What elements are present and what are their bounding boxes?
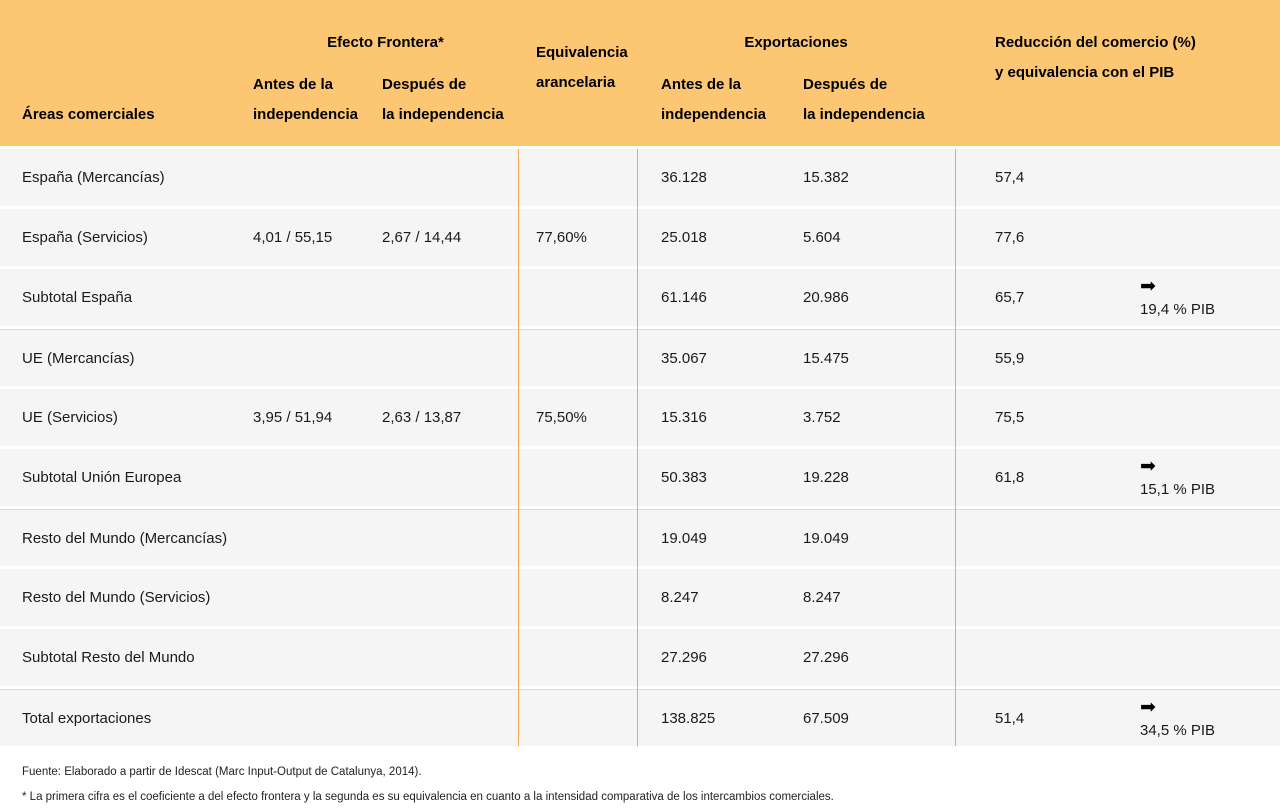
pib-value: 15,1 % PIB: [1140, 481, 1216, 499]
cell-area: Subtotal España: [22, 289, 133, 306]
cell-efecto-antes: 3,95 / 51,94: [253, 409, 333, 426]
cell-efecto-despues: 2,63 / 13,87: [382, 409, 462, 426]
cell-area: Total exportaciones: [22, 709, 152, 727]
col-header-areas-comerciales: Áreas comerciales: [22, 106, 155, 123]
cell-reduccion: 77,6: [995, 229, 1025, 246]
table-body: España (Mercancías) 36.128 15.382 57,4 E…: [0, 149, 1280, 746]
cell-export-antes: 138.825: [661, 709, 716, 727]
table-row-subtotal-ue: Subtotal Unión Europea 50.383 19.228 61,…: [0, 449, 1280, 506]
col-header-line: Después de: [382, 76, 467, 93]
col-header-line: Reducción del comercio (%): [995, 34, 1196, 51]
table-row-subtotal-resto: Subtotal Resto del Mundo 27.296 27.296: [0, 629, 1280, 686]
arrow-right-icon: ➡: [1140, 456, 1156, 478]
table-row-ue-servicios: UE (Servicios) 3,95 / 51,94 2,63 / 13,87…: [0, 389, 1280, 446]
col-header-export-antes: Antes de la independencia: [637, 70, 803, 130]
table-row-resto-servicios: Resto del Mundo (Servicios) 8.247 8.247: [0, 569, 1280, 626]
cell-reduccion: 57,4: [995, 169, 1025, 186]
cell-area: Resto del Mundo (Servicios): [22, 589, 211, 606]
table-row-total-exportaciones: Total exportaciones 138.825 67.509 51,4 …: [0, 689, 1280, 746]
cell-export-antes: 25.018: [661, 229, 707, 246]
col-header-line: independencia: [661, 106, 767, 123]
cell-area: UE (Servicios): [22, 409, 118, 426]
col-header-efecto-despues: Después de la independencia: [382, 70, 518, 130]
cell-area: España (Mercancías): [22, 169, 165, 186]
cell-pib: ➡ 19,4 % PIB: [1120, 276, 1280, 318]
col-header-line: la independencia: [382, 106, 504, 123]
table-header: Áreas comerciales Efecto Frontera* Antes…: [0, 0, 1280, 146]
source-note: Fuente: Elaborado a partir de Idescat (M…: [22, 766, 422, 778]
cell-export-antes: 27.296: [661, 649, 707, 666]
cell-export-despues: 15.475: [803, 349, 849, 367]
table-row-resto-mercancias: Resto del Mundo (Mercancías) 19.049 19.0…: [0, 509, 1280, 566]
cell-export-despues: 15.382: [803, 169, 849, 186]
col-group-exportaciones: Exportaciones: [744, 33, 848, 51]
table-row-espana-mercancias: España (Mercancías) 36.128 15.382 57,4: [0, 149, 1280, 206]
col-header-export-despues: Después de la independencia: [803, 70, 955, 130]
cell-reduccion: 65,7: [995, 289, 1025, 306]
cell-export-antes: 36.128: [661, 169, 707, 186]
col-header-efecto-antes: Antes de la independencia: [253, 70, 382, 130]
col-header-reduccion-comercio: Reducción del comercio (%) y equivalenci…: [955, 28, 1280, 130]
cell-export-antes: 8.247: [661, 589, 699, 606]
cell-export-despues: 19.228: [803, 469, 849, 486]
cell-export-despues: 5.604: [803, 229, 841, 246]
cell-area: Subtotal Resto del Mundo: [22, 649, 195, 666]
cell-export-despues: 8.247: [803, 589, 841, 606]
cell-export-antes: 50.383: [661, 469, 707, 486]
col-group-efecto-frontera: Efecto Frontera*: [327, 33, 444, 51]
cell-reduccion: 61,8: [995, 469, 1025, 486]
table-row-espana-servicios: España (Servicios) 4,01 / 55,15 2,67 / 1…: [0, 209, 1280, 266]
cell-area: Resto del Mundo (Mercancías): [22, 529, 228, 547]
col-header-line: Antes de la: [661, 76, 742, 93]
table-footnotes: Fuente: Elaborado a partir de Idescat (M…: [0, 760, 1280, 810]
column-divider: [518, 149, 519, 746]
col-header-equivalencia-arancelaria: Equivalencia arancelaria: [518, 38, 637, 130]
cell-reduccion: 75,5: [995, 409, 1025, 426]
table-row-subtotal-espana: Subtotal España 61.146 20.986 65,7 ➡ 19,…: [0, 269, 1280, 326]
cell-export-despues: 20.986: [803, 289, 849, 306]
col-header-line: Antes de la: [253, 76, 334, 93]
table-row-ue-mercancias: UE (Mercancías) 35.067 15.475 55,9: [0, 329, 1280, 386]
cell-efecto-antes: 4,01 / 55,15: [253, 229, 333, 246]
col-header-line: arancelaria: [536, 74, 616, 91]
col-header-line: y equivalencia con el PIB: [995, 64, 1175, 81]
cell-equivalencia: 77,60%: [536, 229, 587, 246]
column-divider: [955, 149, 956, 746]
col-header-line: Equivalencia: [536, 44, 628, 61]
cell-export-despues: 19.049: [803, 529, 849, 547]
cell-export-antes: 19.049: [661, 529, 707, 547]
col-header-line: Después de: [803, 76, 888, 93]
cell-export-antes: 61.146: [661, 289, 707, 306]
cell-pib: ➡ 15,1 % PIB: [1120, 456, 1280, 498]
cell-area: Subtotal Unión Europea: [22, 469, 182, 486]
cell-area: UE (Mercancías): [22, 349, 135, 367]
cell-equivalencia: 75,50%: [536, 409, 587, 426]
arrow-right-icon: ➡: [1140, 696, 1156, 718]
pib-value: 34,5 % PIB: [1140, 721, 1216, 739]
col-header-line: independencia: [253, 106, 359, 123]
cell-area: España (Servicios): [22, 229, 148, 246]
cell-reduccion: 55,9: [995, 349, 1025, 367]
column-divider: [637, 149, 638, 746]
cell-efecto-despues: 2,67 / 14,44: [382, 229, 462, 246]
asterisk-note: * La primera cifra es el coeficiente a d…: [22, 791, 834, 803]
col-header-line: la independencia: [803, 106, 925, 123]
cell-export-antes: 35.067: [661, 349, 707, 367]
cell-export-despues: 27.296: [803, 649, 849, 666]
cell-export-despues: 67.509: [803, 709, 849, 727]
cell-export-despues: 3.752: [803, 409, 841, 426]
cell-pib: ➡ 34,5 % PIB: [1120, 697, 1280, 739]
pib-value: 19,4 % PIB: [1140, 301, 1216, 319]
cell-export-antes: 15.316: [661, 409, 707, 426]
arrow-right-icon: ➡: [1140, 276, 1156, 298]
cell-reduccion: 51,4: [995, 709, 1025, 727]
